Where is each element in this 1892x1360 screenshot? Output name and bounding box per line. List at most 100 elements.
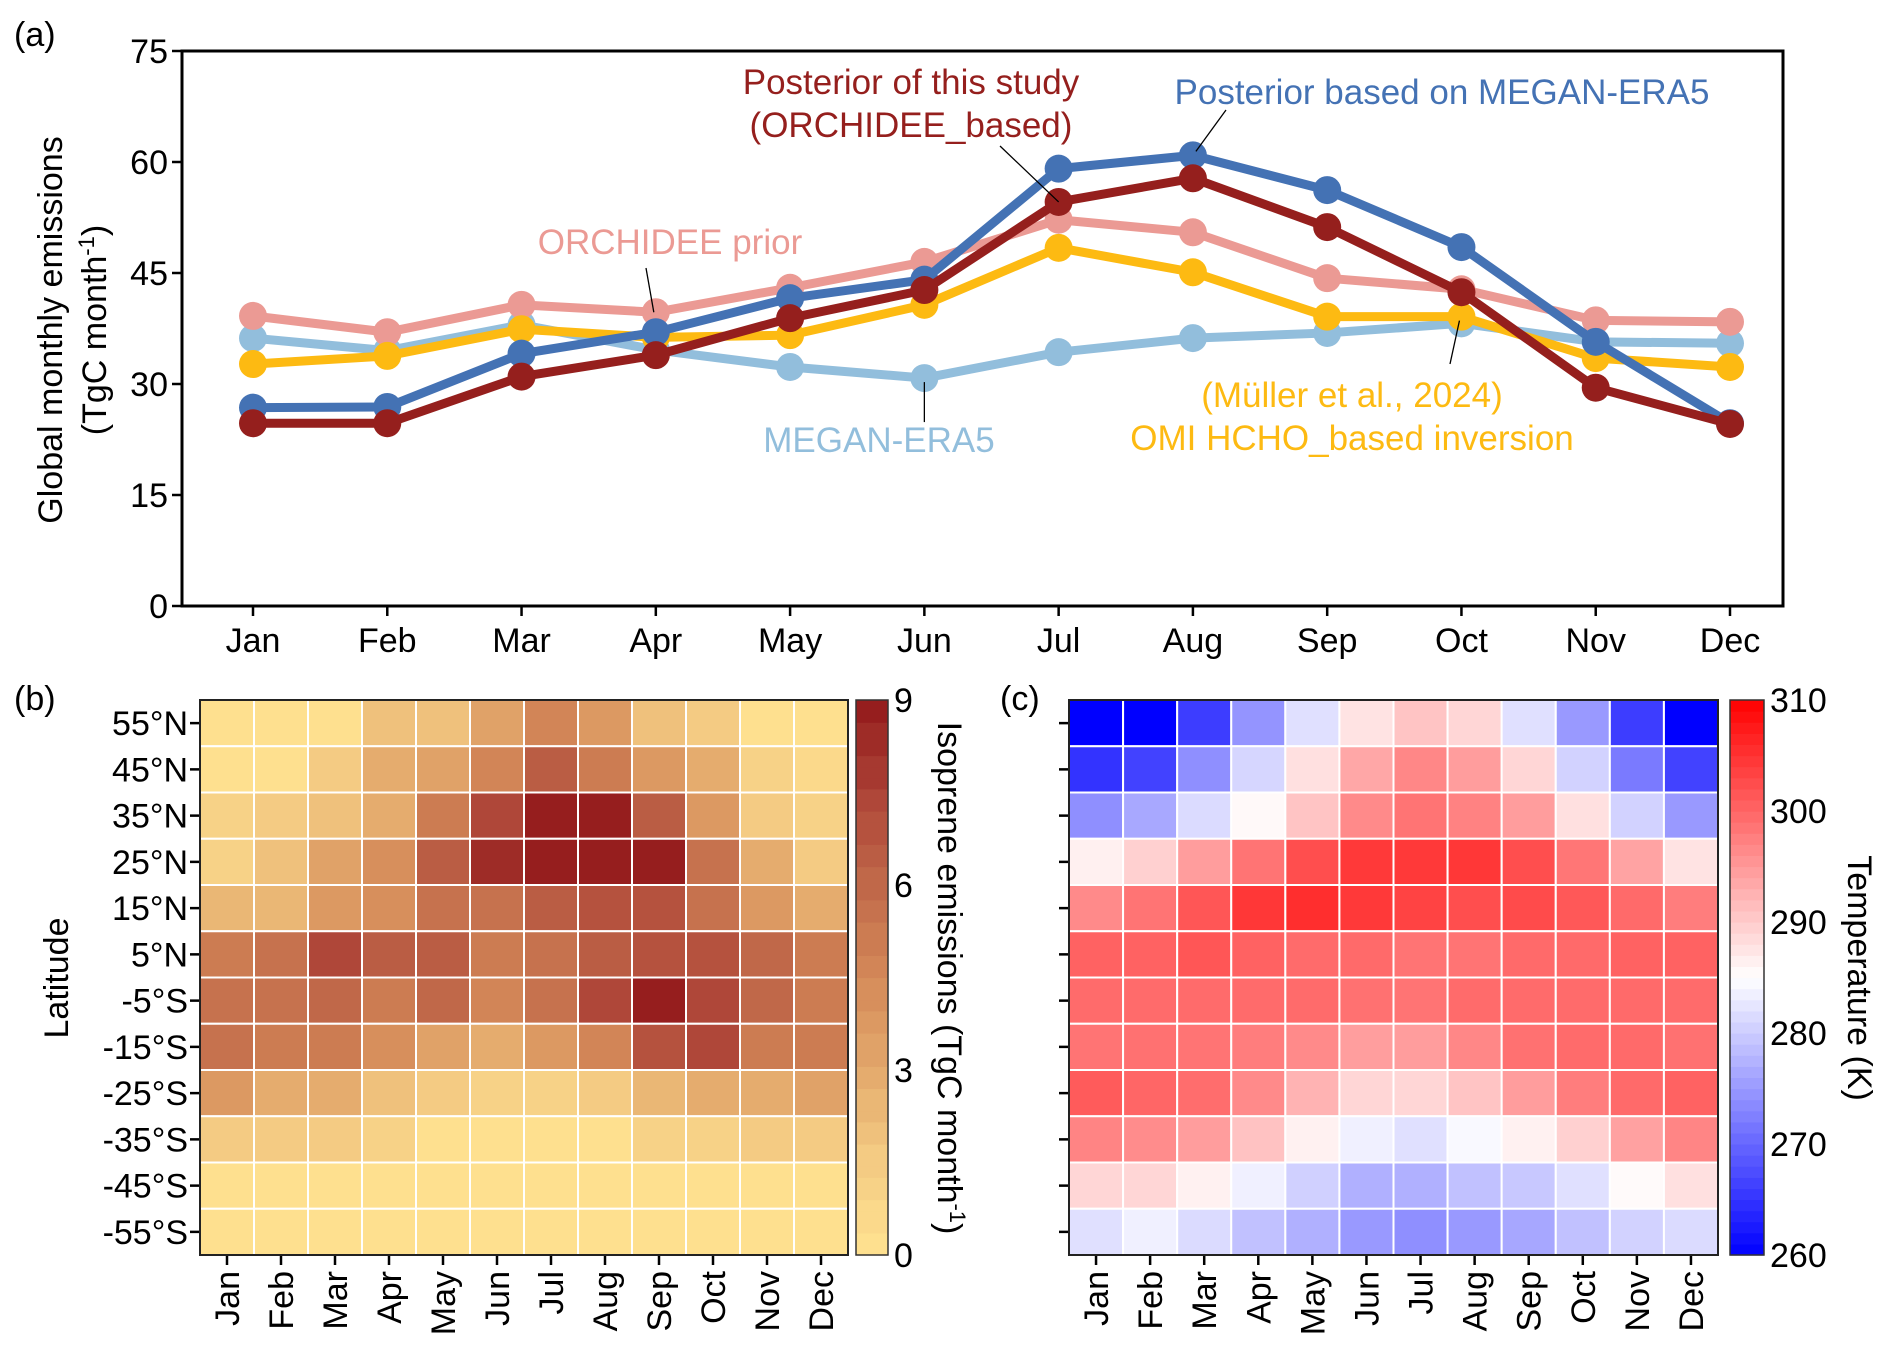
heatmap-cell — [361, 930, 417, 979]
heatmap-cell — [1230, 1069, 1287, 1118]
colorbar-tick-label: 3 — [894, 1052, 913, 1090]
colorbar-segment — [1730, 700, 1764, 712]
colorbar-segment — [856, 1210, 888, 1223]
panel-c-frame — [1068, 699, 1719, 1256]
heatmap-cell — [253, 791, 309, 840]
heatmap-cell — [361, 1115, 417, 1164]
panel-b-y-ticks: 55°N 45°N 35°N 25°N 15°N 5°N -5°S -15°S -25°S -35… — [103, 705, 200, 1252]
colorbar-segment — [856, 899, 888, 912]
heatmap-cell — [685, 1069, 741, 1118]
heatmap-cell — [1554, 699, 1611, 748]
heatmap-cell — [1446, 930, 1503, 979]
heatmap-cell — [685, 1207, 741, 1256]
heatmap-cell — [415, 1207, 471, 1256]
heatmap-cell — [1500, 837, 1557, 886]
annotation-posterior-study-line1: Posterior of this study — [743, 63, 1080, 102]
x-tick-label: Oct — [695, 1270, 733, 1323]
colorbar-segment — [856, 988, 888, 1001]
heatmap-cell — [1392, 745, 1449, 794]
heatmap-cell — [685, 837, 741, 886]
heatmap-cell — [1608, 976, 1665, 1025]
heatmap-cell — [253, 1207, 309, 1256]
data-point — [373, 318, 402, 347]
heatmap-cell — [739, 884, 795, 933]
colorbar-segment — [1730, 1166, 1764, 1178]
heatmap-cell — [1446, 745, 1503, 794]
data-point — [507, 315, 536, 344]
data-point — [1447, 302, 1476, 331]
heatmap-cell — [1176, 884, 1233, 933]
heatmap-cell — [793, 1115, 849, 1164]
y-tick-label: 5°N — [131, 936, 188, 974]
heatmap-cell — [307, 1115, 363, 1164]
colorbar-segment — [856, 755, 888, 768]
heatmap-cell — [199, 884, 255, 933]
heatmap-cell — [1284, 1069, 1341, 1118]
heatmap-cell — [1662, 930, 1719, 979]
colorbar-segment — [1730, 977, 1764, 990]
colorbar-segment — [1730, 1033, 1764, 1045]
x-tick-label: Jan — [209, 1271, 247, 1326]
heatmap-cell — [1338, 930, 1395, 979]
heatmap-cell — [793, 1022, 849, 1071]
y-tick-label: 35°N — [112, 798, 188, 836]
series-line — [252, 150, 1733, 428]
data-point — [1716, 409, 1744, 438]
heatmap-cell — [1500, 745, 1557, 794]
x-tick-label: Jun — [479, 1271, 517, 1326]
colorbar-segment — [1730, 1199, 1764, 1212]
panel-c-colorbar-title: Temperature (K) — [1840, 855, 1878, 1101]
heatmap-cell — [1230, 1161, 1287, 1210]
colorbar-segment — [856, 966, 888, 979]
heatmap-cell — [307, 1022, 363, 1071]
heatmap-cell — [1230, 745, 1287, 794]
heatmap-cell — [1122, 1069, 1179, 1118]
heatmap-cell — [1662, 745, 1719, 794]
heatmap-cell — [1500, 930, 1557, 979]
data-point — [1044, 154, 1073, 183]
heatmap-cell — [307, 745, 363, 794]
colorbar-segment — [856, 700, 888, 712]
colorbar-segment — [856, 811, 888, 823]
data-point — [1178, 258, 1207, 287]
heatmap-cell — [307, 976, 363, 1025]
colorbar-segment — [1730, 1177, 1764, 1189]
colorbar-segment — [1730, 944, 1764, 956]
panel-b-cells — [199, 699, 849, 1256]
heatmap-cell — [739, 1115, 795, 1164]
heatmap-cell — [1608, 1115, 1665, 1164]
colorbar-segment — [1730, 1077, 1764, 1090]
heatmap-cell — [1608, 884, 1665, 933]
heatmap-cell — [577, 1022, 633, 1071]
x-tick-label: Nov — [1565, 622, 1625, 660]
panel-b-colorbar: 0 3 6 9 — [855, 682, 913, 1275]
heatmap-cell — [1122, 976, 1179, 1025]
y-axis-title-line1: Global monthly emissions — [32, 136, 70, 523]
heatmap-cell — [739, 1022, 795, 1071]
panel-b-colorbar-title: Isoprene emissions (TgC month-1) — [930, 722, 970, 1235]
y-axis-title-line2: (TgC month-1) — [74, 225, 114, 435]
heatmap-cell — [1068, 699, 1125, 748]
heatmap-cell — [1392, 1161, 1449, 1210]
colorbar-segment — [1730, 722, 1764, 734]
colorbar-segment — [856, 777, 888, 790]
annotation-muller-line2: OMI HCHO_based inversion — [1130, 419, 1574, 458]
colorbar-segment — [1730, 999, 1764, 1012]
heatmap-cell — [1662, 976, 1719, 1025]
heatmap-cell — [1338, 1115, 1395, 1164]
heatmap-cell — [793, 699, 849, 748]
heatmap-cell — [1446, 1115, 1503, 1164]
colorbar-segment — [856, 955, 888, 967]
heatmap-cell — [1122, 1022, 1179, 1071]
colorbar-segment — [856, 788, 888, 801]
heatmap-cell — [1176, 1115, 1233, 1164]
colorbar-tick-label: 310 — [1770, 682, 1827, 720]
heatmap-cell — [523, 1207, 579, 1256]
x-tick-label: May — [1294, 1271, 1332, 1335]
colorbar-tick-label: 270 — [1770, 1126, 1827, 1164]
heatmap-cell — [1662, 837, 1719, 886]
colorbar-segment — [1730, 1210, 1764, 1223]
data-point — [239, 324, 267, 353]
heatmap-cell — [1122, 699, 1179, 748]
colorbar-segment — [856, 1033, 888, 1045]
